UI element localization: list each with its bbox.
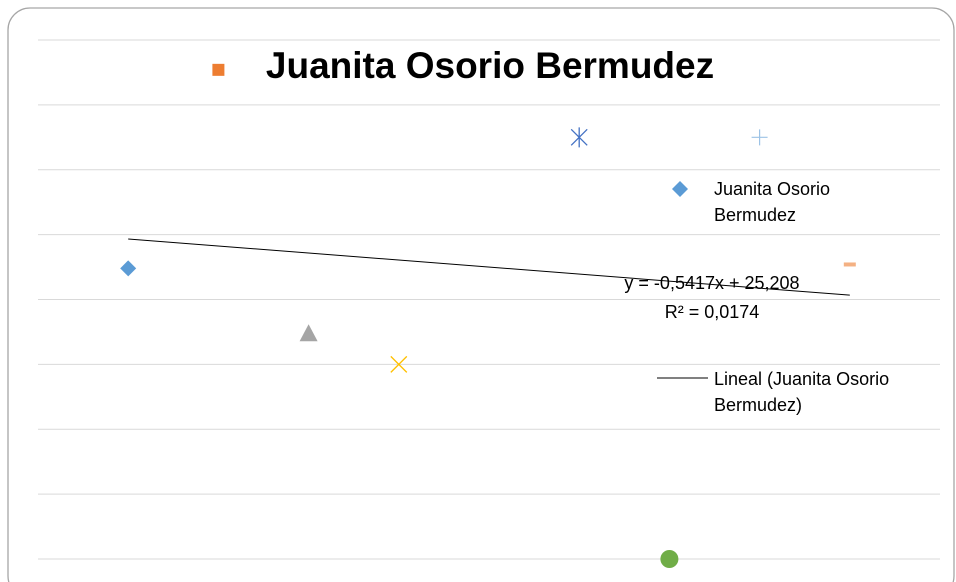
chart-border	[7, 7, 955, 582]
marker	[120, 260, 137, 277]
trendline	[128, 238, 850, 296]
marker	[751, 129, 768, 146]
marker	[570, 127, 588, 148]
marker	[390, 355, 408, 373]
marker	[212, 63, 225, 76]
chart-title: Juanita Osorio Bermudez	[266, 45, 714, 86]
marker	[660, 550, 679, 568]
trendline-r2: R² = 0,0174	[664, 302, 760, 322]
marker	[843, 262, 856, 267]
legend-marker	[672, 181, 688, 197]
trendline-equation: y = -0,5417x + 25,208	[624, 273, 800, 293]
marker	[299, 324, 318, 342]
legend-label: Lineal (Juanita Osorio Bermudez)	[714, 369, 890, 415]
legend-label: Juanita Osorio Bermudez	[714, 179, 831, 225]
